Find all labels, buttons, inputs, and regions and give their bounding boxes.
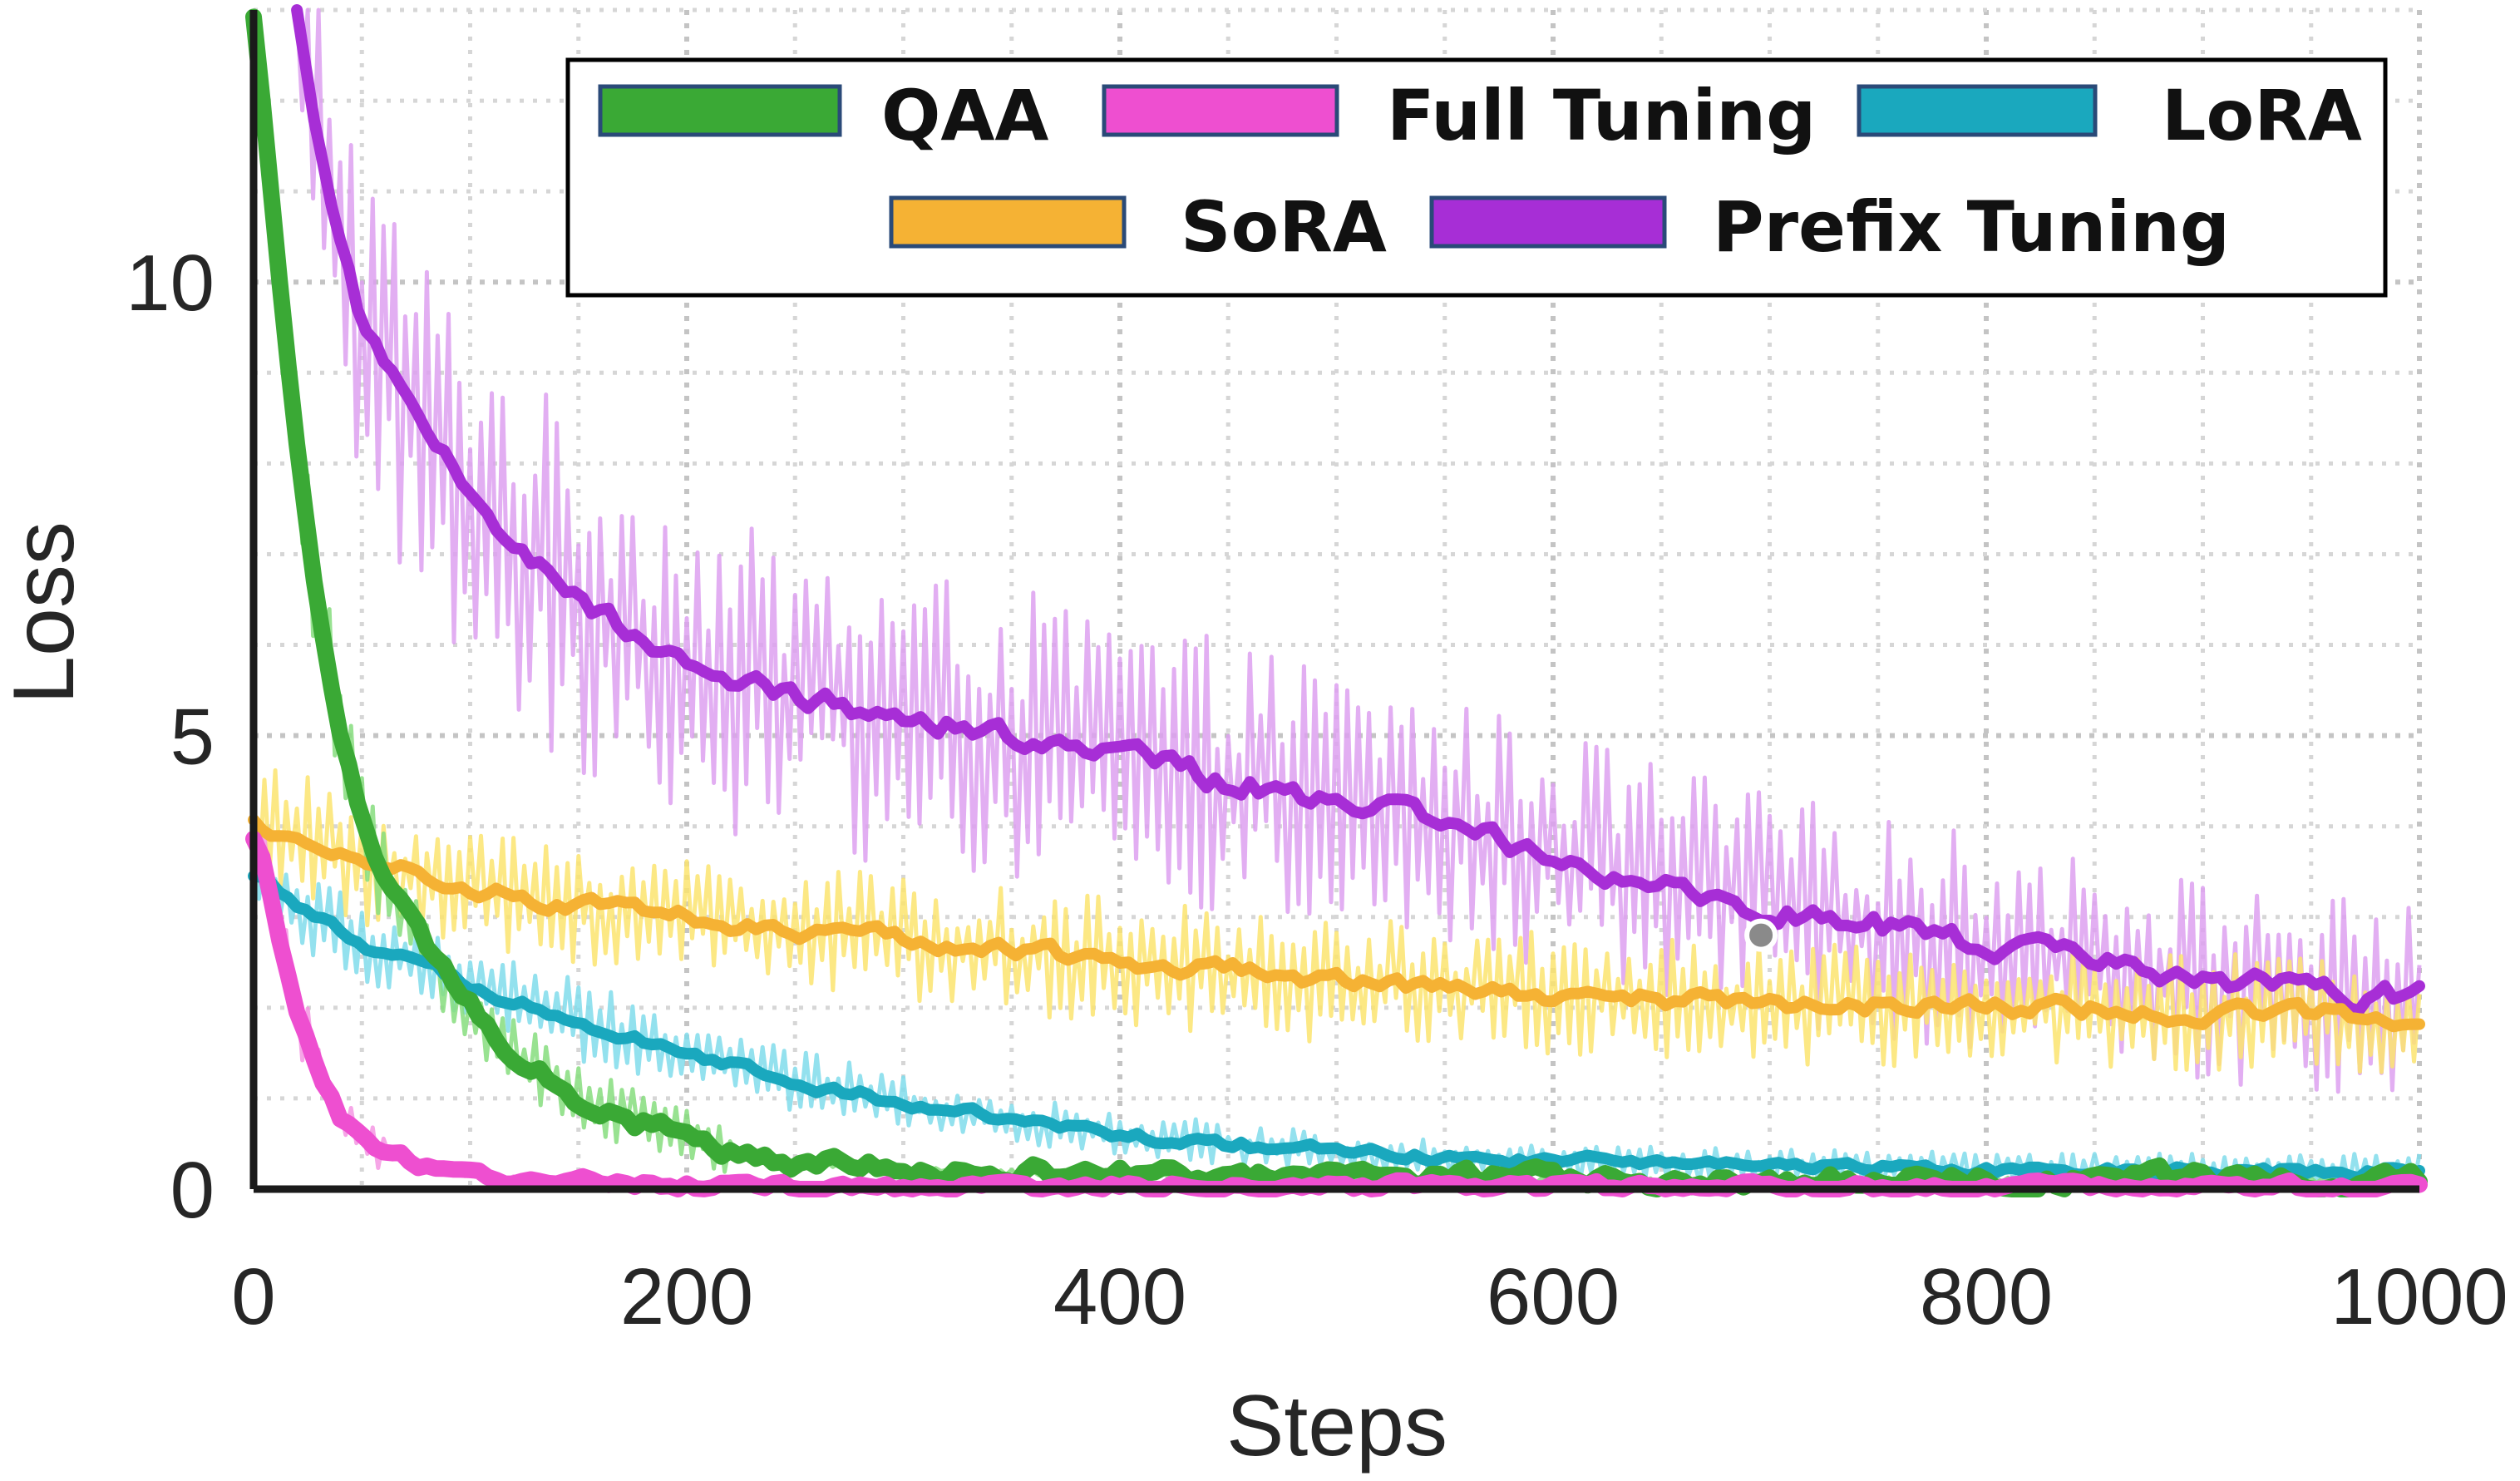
legend-swatch-full-tuning xyxy=(1102,84,1339,137)
legend-swatch-sora xyxy=(889,195,1127,249)
legend-swatch-qaa xyxy=(598,84,842,137)
series-line-full-tuning xyxy=(245,830,2428,1197)
legend-label-qaa: QAA xyxy=(881,75,1048,156)
x-tick-label: 600 xyxy=(1487,1252,1620,1341)
legend-label-sora: SoRA xyxy=(1181,186,1387,268)
x-tick-label: 1000 xyxy=(2330,1252,2508,1341)
legend-label-lora: LoRA xyxy=(2162,75,2362,156)
legend-swatch-lora xyxy=(1857,84,2098,137)
series-raw-sora xyxy=(251,768,2422,1074)
series-raw-prefix-tuning xyxy=(294,7,2422,1094)
x-tick-label: 0 xyxy=(231,1252,275,1341)
series-line-sora xyxy=(248,813,2425,1033)
y-tick-label: 0 xyxy=(170,1146,215,1235)
point-marker xyxy=(1744,918,1778,952)
series-line-prefix-tuning xyxy=(291,4,2425,1017)
y-axis-title: Loss xyxy=(0,521,92,704)
x-tick-label: 800 xyxy=(1920,1252,2053,1341)
axes: 0 200 400 600 800 1000 0 5 10 xyxy=(126,10,2508,1341)
legend-label-full-tuning: Full Tuning xyxy=(1387,75,1816,156)
series-line-lora xyxy=(248,870,2425,1184)
y-tick-label: 10 xyxy=(126,239,215,328)
annotations xyxy=(1744,918,1778,952)
legend: QAA Full Tuning LoRA SoRA Prefix Tuning xyxy=(565,57,2388,298)
legend-label-prefix-tuning: Prefix Tuning xyxy=(1713,186,2230,268)
x-axis-title: Steps xyxy=(1226,1378,1447,1474)
x-tick-label: 400 xyxy=(1053,1252,1186,1341)
y-tick-label: 5 xyxy=(170,693,215,782)
x-tick-label: 200 xyxy=(620,1252,753,1341)
legend-swatch-prefix-tuning xyxy=(1429,195,1667,249)
